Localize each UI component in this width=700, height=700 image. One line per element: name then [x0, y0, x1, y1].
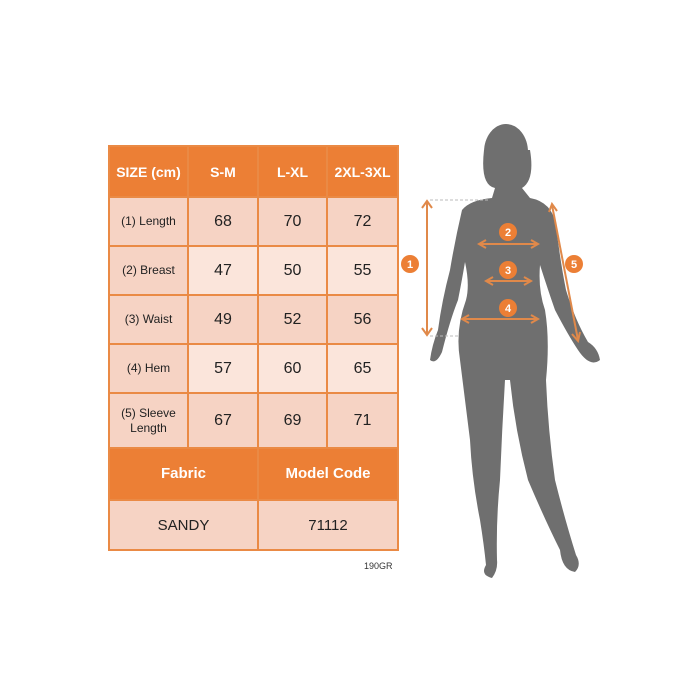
cell: 50 [257, 245, 328, 296]
table-row: (4) Hem 57 60 65 [108, 343, 399, 394]
footer-value-row: SANDY 71112 [108, 499, 399, 551]
marker-4: 4 [505, 303, 512, 315]
table-row: (2) Breast 47 50 55 [108, 245, 399, 296]
table-row: (5) Sleeve Length 67 69 71 [108, 392, 399, 449]
header-row: SIZE (cm) S-M L-XL 2XL-3XL [108, 145, 399, 198]
model-code-value: 71112 [257, 499, 399, 551]
figure-icon [430, 124, 600, 578]
size-s-m: S-M [187, 145, 259, 198]
cell: 56 [326, 294, 399, 345]
cell: 49 [187, 294, 259, 345]
row-label: (4) Hem [108, 343, 189, 394]
cell: 52 [257, 294, 328, 345]
table-row: (1) Length 68 70 72 [108, 196, 399, 247]
row-label: (5) Sleeve Length [108, 392, 189, 449]
weight-note: 190GR [364, 561, 393, 571]
row-label: (1) Length [108, 196, 189, 247]
size-2xl-3xl: 2XL-3XL [326, 145, 399, 198]
cell: 69 [257, 392, 328, 449]
cell: 71 [326, 392, 399, 449]
marker-2: 2 [505, 227, 511, 239]
cell: 60 [257, 343, 328, 394]
table-row: (3) Waist 49 52 56 [108, 294, 399, 345]
marker-badges: 1 2 3 4 5 [401, 223, 583, 317]
size-l-xl: L-XL [257, 145, 328, 198]
size-header: SIZE (cm) [108, 145, 189, 198]
measurement-arrows [421, 199, 581, 344]
row-label: (2) Breast [108, 245, 189, 296]
cell: 67 [187, 392, 259, 449]
cell: 72 [326, 196, 399, 247]
marker-5: 5 [571, 259, 577, 271]
cell: 68 [187, 196, 259, 247]
cell: 70 [257, 196, 328, 247]
cell: 55 [326, 245, 399, 296]
cell: 57 [187, 343, 259, 394]
body-silhouette: 1 2 3 4 5 [401, 124, 600, 578]
size-chart-table: SIZE (cm) S-M L-XL 2XL-3XL (1) Length 68… [108, 145, 399, 551]
cell: 47 [187, 245, 259, 296]
row-label: (3) Waist [108, 294, 189, 345]
fabric-value: SANDY [108, 499, 259, 551]
model-code-label: Model Code [257, 447, 399, 501]
cell: 65 [326, 343, 399, 394]
fabric-label: Fabric [108, 447, 259, 501]
marker-1: 1 [407, 259, 413, 271]
footer-header-row: Fabric Model Code [108, 447, 399, 501]
marker-3: 3 [505, 265, 511, 277]
